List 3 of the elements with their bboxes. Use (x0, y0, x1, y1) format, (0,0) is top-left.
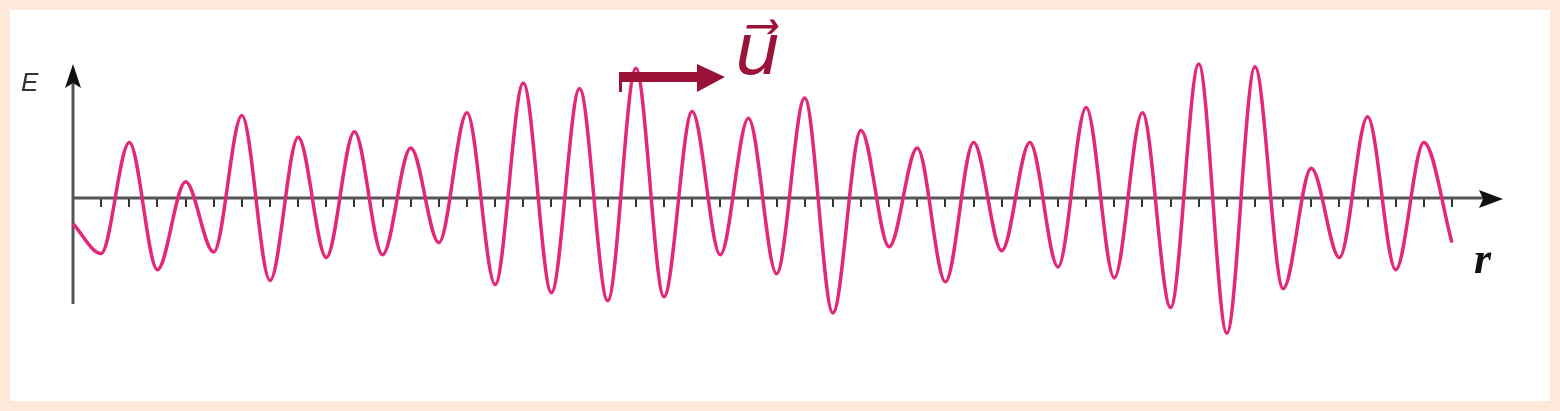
annotation: u⃗ (735, 9, 781, 92)
y-axis-title: E (21, 67, 39, 98)
x-axis-title: r (1474, 234, 1492, 284)
